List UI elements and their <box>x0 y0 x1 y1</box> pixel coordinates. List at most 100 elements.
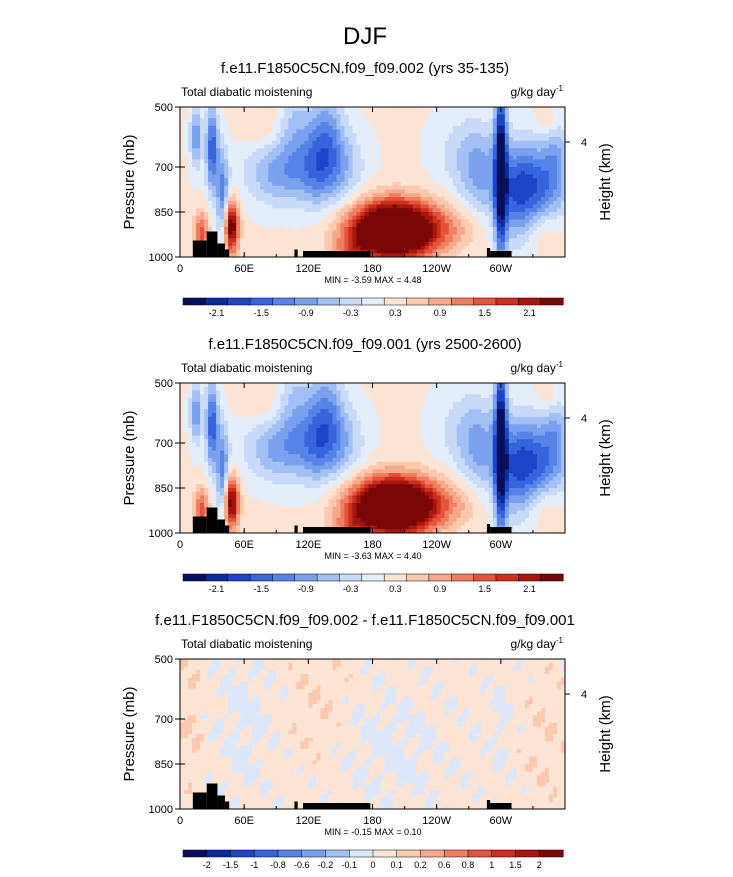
field-cell <box>332 118 336 122</box>
field-cell <box>437 137 441 141</box>
field-cell <box>417 111 421 115</box>
field-cell <box>545 137 549 141</box>
field-cell <box>308 160 312 164</box>
field-cell <box>489 190 493 194</box>
field-cell <box>425 107 429 111</box>
field-cell <box>180 182 184 186</box>
field-cell <box>328 167 332 171</box>
field-cell <box>437 409 441 413</box>
field-cell <box>328 115 332 119</box>
field-cell <box>429 208 433 212</box>
field-cell <box>236 175 240 179</box>
field-cell <box>393 246 397 250</box>
field-cell <box>328 186 332 190</box>
field-cell <box>224 126 228 130</box>
field-cell <box>340 383 344 387</box>
field-cell <box>272 201 276 205</box>
field-cell <box>381 160 385 164</box>
field-cell <box>196 220 200 224</box>
field-cell <box>449 417 453 421</box>
field-cell <box>232 182 236 186</box>
field-cell <box>501 118 505 122</box>
field-cell <box>192 137 196 141</box>
field-cell <box>401 152 405 156</box>
field-cell <box>264 421 268 425</box>
field-cell <box>437 417 441 421</box>
field-cell <box>264 133 268 137</box>
field-cell <box>188 424 192 428</box>
field-cell <box>441 238 445 242</box>
field-cell <box>393 242 397 246</box>
field-cell <box>220 182 224 186</box>
field-cell <box>272 193 276 197</box>
field-cell <box>188 156 192 160</box>
field-cell <box>537 201 541 205</box>
field-cell <box>212 163 216 167</box>
field-cell <box>549 250 553 254</box>
field-cell <box>449 145 453 149</box>
field-cell <box>252 152 256 156</box>
field-cell <box>409 242 413 246</box>
field-cell <box>256 250 260 254</box>
field-cell <box>260 152 264 156</box>
field-cell <box>216 178 220 182</box>
field-cell <box>469 220 473 224</box>
field-cell <box>381 227 385 231</box>
field-cell <box>280 413 284 417</box>
field-cell <box>200 220 204 224</box>
field-cell <box>437 197 441 201</box>
field-cell <box>188 122 192 126</box>
field-cell <box>505 141 509 145</box>
colorbar-swatch <box>518 298 541 305</box>
field-cell <box>505 118 509 122</box>
field-cell <box>188 212 192 216</box>
field-cell <box>220 417 224 421</box>
field-cell <box>348 118 352 122</box>
field-cell <box>509 383 513 387</box>
field-cell <box>437 406 441 410</box>
field-cell <box>256 417 260 421</box>
field-cell <box>549 190 553 194</box>
field-cell <box>485 156 489 160</box>
field-cell <box>356 208 360 212</box>
field-cell <box>501 246 505 250</box>
field-cell <box>336 130 340 134</box>
field-cell <box>196 178 200 182</box>
field-cell <box>324 152 328 156</box>
field-cell <box>276 182 280 186</box>
field-cell <box>280 133 284 137</box>
field-cell <box>457 178 461 182</box>
field-cell <box>240 246 244 250</box>
field-cell <box>292 220 296 224</box>
field-cell <box>324 383 328 387</box>
field-cell <box>344 394 348 398</box>
field-cell <box>352 197 356 201</box>
field-cell <box>324 130 328 134</box>
field-cell <box>557 148 561 152</box>
field-cell <box>240 227 244 231</box>
field-cell <box>248 137 252 141</box>
field-cell <box>525 394 529 398</box>
field-cell <box>264 398 268 402</box>
field-cell <box>425 186 429 190</box>
field-cell <box>344 190 348 194</box>
field-cell <box>537 212 541 216</box>
field-cell <box>324 406 328 410</box>
field-cell <box>320 394 324 398</box>
field-cell <box>445 141 449 145</box>
field-cell <box>429 220 433 224</box>
field-cell <box>437 152 441 156</box>
field-cell <box>284 212 288 216</box>
field-cell <box>320 205 324 209</box>
field-cell <box>324 156 328 160</box>
field-cell <box>373 133 377 137</box>
field-cell <box>489 235 493 239</box>
field-cell <box>481 246 485 250</box>
field-cell <box>192 220 196 224</box>
field-cell <box>200 175 204 179</box>
field-cell <box>465 160 469 164</box>
field-cell <box>288 156 292 160</box>
field-cell <box>393 238 397 242</box>
field-cell <box>513 242 517 246</box>
field-cell <box>332 107 336 111</box>
